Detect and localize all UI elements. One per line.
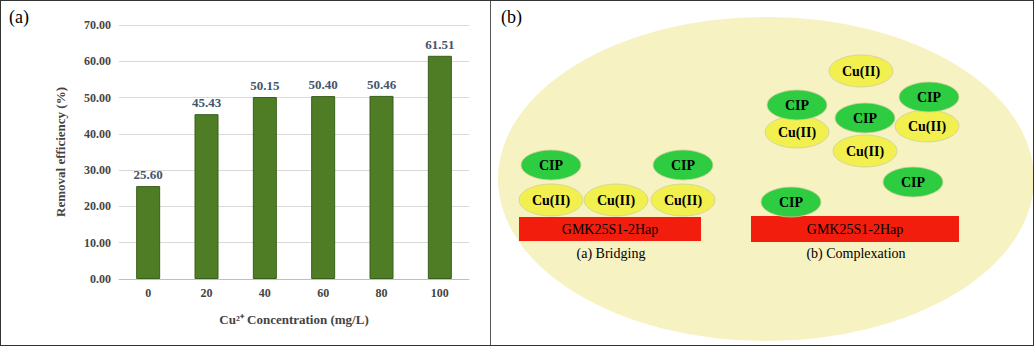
svg-text:50.15: 50.15 xyxy=(250,78,280,93)
svg-text:CIP: CIP xyxy=(539,158,564,173)
svg-text:30.00: 30.00 xyxy=(84,163,111,177)
svg-text:45.43: 45.43 xyxy=(192,95,222,110)
svg-text:Cu(II): Cu(II) xyxy=(532,193,570,209)
svg-text:CIP: CIP xyxy=(671,158,696,173)
svg-text:25.60: 25.60 xyxy=(134,167,163,182)
svg-text:100: 100 xyxy=(431,286,449,300)
svg-text:Cu(II): Cu(II) xyxy=(908,119,946,135)
svg-text:80: 80 xyxy=(376,286,388,300)
svg-text:40.00: 40.00 xyxy=(84,127,111,141)
html-text:(b): (b) xyxy=(501,7,522,27)
svg-text:60.00: 60.00 xyxy=(84,54,111,68)
svg-text:50.46: 50.46 xyxy=(367,77,397,92)
svg-text:50.40: 50.40 xyxy=(309,77,338,92)
svg-text:20: 20 xyxy=(201,286,213,300)
svg-text:0.00: 0.00 xyxy=(90,272,111,286)
svg-text:20.00: 20.00 xyxy=(84,199,111,213)
svg-text:CIP: CIP xyxy=(785,98,810,113)
svg-text:50.00: 50.00 xyxy=(84,91,111,105)
html-text:(a): (a) xyxy=(9,7,29,27)
svg-text:CIP: CIP xyxy=(901,175,926,190)
svg-text:70.00: 70.00 xyxy=(84,18,111,32)
svg-text:Cu(II): Cu(II) xyxy=(846,144,884,160)
svg-text:Removal efficiency (%): Removal efficiency (%) xyxy=(53,87,68,217)
svg-text:GMK25S1-2Hap: GMK25S1-2Hap xyxy=(807,222,903,237)
svg-text:0: 0 xyxy=(145,286,151,300)
svg-text:CIP: CIP xyxy=(779,195,804,210)
svg-text:(a) Bridging: (a) Bridging xyxy=(577,246,646,262)
svg-text:Cu(II): Cu(II) xyxy=(778,125,816,141)
svg-text:61.51: 61.51 xyxy=(425,37,454,52)
svg-text:GMK25S1-2Hap: GMK25S1-2Hap xyxy=(562,222,658,237)
svg-text:CIP: CIP xyxy=(917,90,942,105)
svg-text:(b) Complexation: (b) Complexation xyxy=(806,246,905,262)
svg-text:Cu(II): Cu(II) xyxy=(597,193,635,209)
svg-text:Cu(II): Cu(II) xyxy=(664,193,702,209)
svg-text:CIP: CIP xyxy=(853,111,878,126)
svg-text:60: 60 xyxy=(317,286,329,300)
svg-text:10.00: 10.00 xyxy=(84,236,111,250)
svg-text:Cu(II): Cu(II) xyxy=(842,64,880,80)
svg-text:40: 40 xyxy=(259,286,271,300)
svg-text:Cu²⁺ Concentration (mg/L): Cu²⁺ Concentration (mg/L) xyxy=(219,312,368,327)
